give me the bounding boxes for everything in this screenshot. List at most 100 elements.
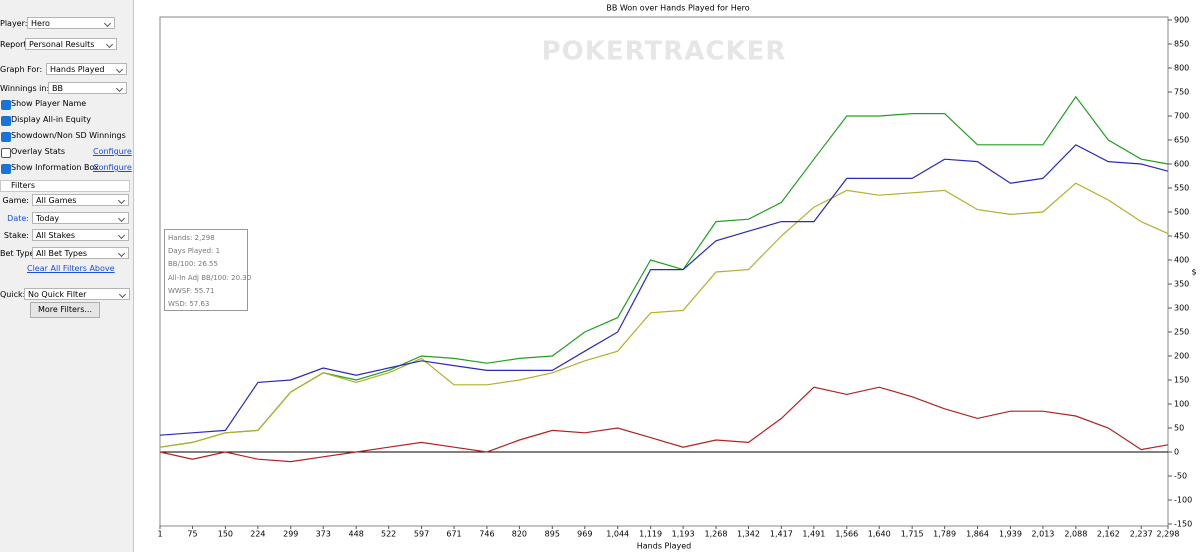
y-tick-label: 700 [1174,112,1189,121]
x-tick-label: 373 [316,530,331,539]
series-line [159,182,1169,448]
x-tick-label: 448 [349,530,364,539]
y-tick-label: 200 [1174,352,1189,361]
field-label: Winnings in: [0,84,50,93]
x-tick-label: 1,193 [672,530,695,539]
x-tick-label: 2,088 [1064,530,1087,539]
dropdown[interactable]: BB [48,82,127,94]
info-line: WSD: 57.63 [168,299,210,308]
y-tick-label: 150 [1174,376,1189,385]
x-tick-label: 1,491 [802,530,825,539]
filter-label: Game: [2,196,29,205]
x-tick-label: 746 [479,530,494,539]
filter-label: Stake: [3,231,29,240]
x-axis-label: Hands Played [637,542,691,551]
x-tick-label: 820 [512,530,527,539]
x-tick-label: 522 [381,530,396,539]
field-label: Quick: [0,290,26,299]
x-tick-label: 75 [187,530,197,539]
watermark: POKERTRACKER [542,37,787,67]
dropdown[interactable]: All Bet Types [32,246,129,259]
x-tick-label: 1,566 [835,530,858,539]
series-line [159,95,1169,448]
series-line [159,144,1169,436]
x-tick-label: 895 [545,530,560,539]
x-tick-label: 150 [218,530,233,539]
clear-link[interactable]: Clear All Filters Above [27,264,115,273]
y-tick-label: -150 [1174,520,1192,529]
x-tick-label: 1,715 [901,530,924,539]
x-tick-label: 2,237 [1130,530,1153,539]
dropdown[interactable]: Hands Played [46,63,127,75]
checkbox[interactable] [1,164,11,174]
filter-label: Bet Type: [0,248,38,258]
x-tick-label: 1,119 [639,530,662,539]
y-axis-label: $ [1191,268,1196,277]
checkbox-label: Showdown/Non SD Winnings [11,131,126,140]
info-line: BB/100: 26.55 [168,260,218,269]
checkbox-label: Display All-in Equity [11,115,91,124]
x-tick-label: 2,298 [1157,530,1180,539]
y-tick-label: 50 [1174,424,1184,433]
x-tick-label: 969 [577,530,592,539]
dropdown[interactable]: All Stakes [32,229,129,241]
x-tick-label: 1,342 [737,530,760,539]
sidebar: Player: Hero Report: Personal Results Graph … [0,0,134,552]
dropdown[interactable]: No Quick Filter [24,288,130,300]
y-tick-label: 900 [1174,16,1189,25]
y-tick-label: 500 [1174,208,1189,217]
x-tick-label: 597 [414,530,429,539]
checkbox[interactable] [1,100,11,110]
y-tick-label: 600 [1174,160,1189,169]
y-tick-label: 800 [1174,64,1189,73]
checkbox-label: Overlay Stats [11,147,66,156]
y-tick-label: -100 [1174,496,1192,505]
y-tick-label: 350 [1174,280,1189,289]
more-filters-button[interactable]: More Filters... [30,302,100,318]
x-tick-label: 1,417 [770,530,793,539]
checkbox-label: Show Information Box [11,163,99,172]
series-line [159,386,1169,463]
info-box: Hands: 2,298 Days Played: 1 BB/100: 26.55 A… [164,229,252,311]
field-label: Player: [0,19,28,28]
x-tick-label: 2,013 [1031,530,1054,539]
x-tick-label: 224 [250,530,265,539]
dropdown[interactable]: Today [32,211,129,224]
x-tick-label: 1,044 [606,530,629,539]
y-tick-label: 550 [1174,184,1189,193]
x-tick-label: 1,864 [966,530,989,539]
y-tick-label: 650 [1174,136,1189,145]
info-line: All-In Adj BB/100: 20.30 [168,273,252,282]
dropdown[interactable]: All Games [32,194,129,206]
x-tick-label: 1 [157,530,162,539]
y-tick-label: 100 [1174,400,1189,409]
x-tick-label: 2,162 [1097,530,1120,539]
checkbox-label: Show Player Name [11,99,87,108]
dropdown[interactable]: Hero [27,17,115,29]
y-tick-label: 850 [1174,40,1189,49]
section-header: Filters [0,180,130,192]
configure-link[interactable]: Configure [93,147,132,156]
x-tick-label: 1,268 [705,530,728,539]
configure-link[interactable]: Configure [93,163,132,172]
y-tick-label: 250 [1174,328,1189,337]
dropdown[interactable]: Personal Results [25,38,117,50]
plot-area [159,16,1169,527]
info-line: WWSF: 55.71 [168,286,215,295]
checkbox[interactable] [1,132,11,142]
checkbox[interactable] [1,148,11,158]
x-tick-label: 1,789 [933,530,956,539]
y-tick-label: 450 [1174,232,1189,241]
field-label: Graph For: [0,65,43,74]
info-line: Hands: 2,298 [168,234,215,242]
x-tick-label: 671 [446,530,461,539]
y-tick-label: 750 [1174,88,1189,97]
filter-label: Date: [7,213,29,223]
y-tick-label: 300 [1174,304,1189,313]
checkbox[interactable] [1,116,11,126]
x-tick-label: 299 [283,530,298,539]
info-line: Days Played: 1 [168,247,221,256]
x-tick-label: 1,640 [868,530,891,539]
y-tick-label: 0 [1174,448,1179,457]
